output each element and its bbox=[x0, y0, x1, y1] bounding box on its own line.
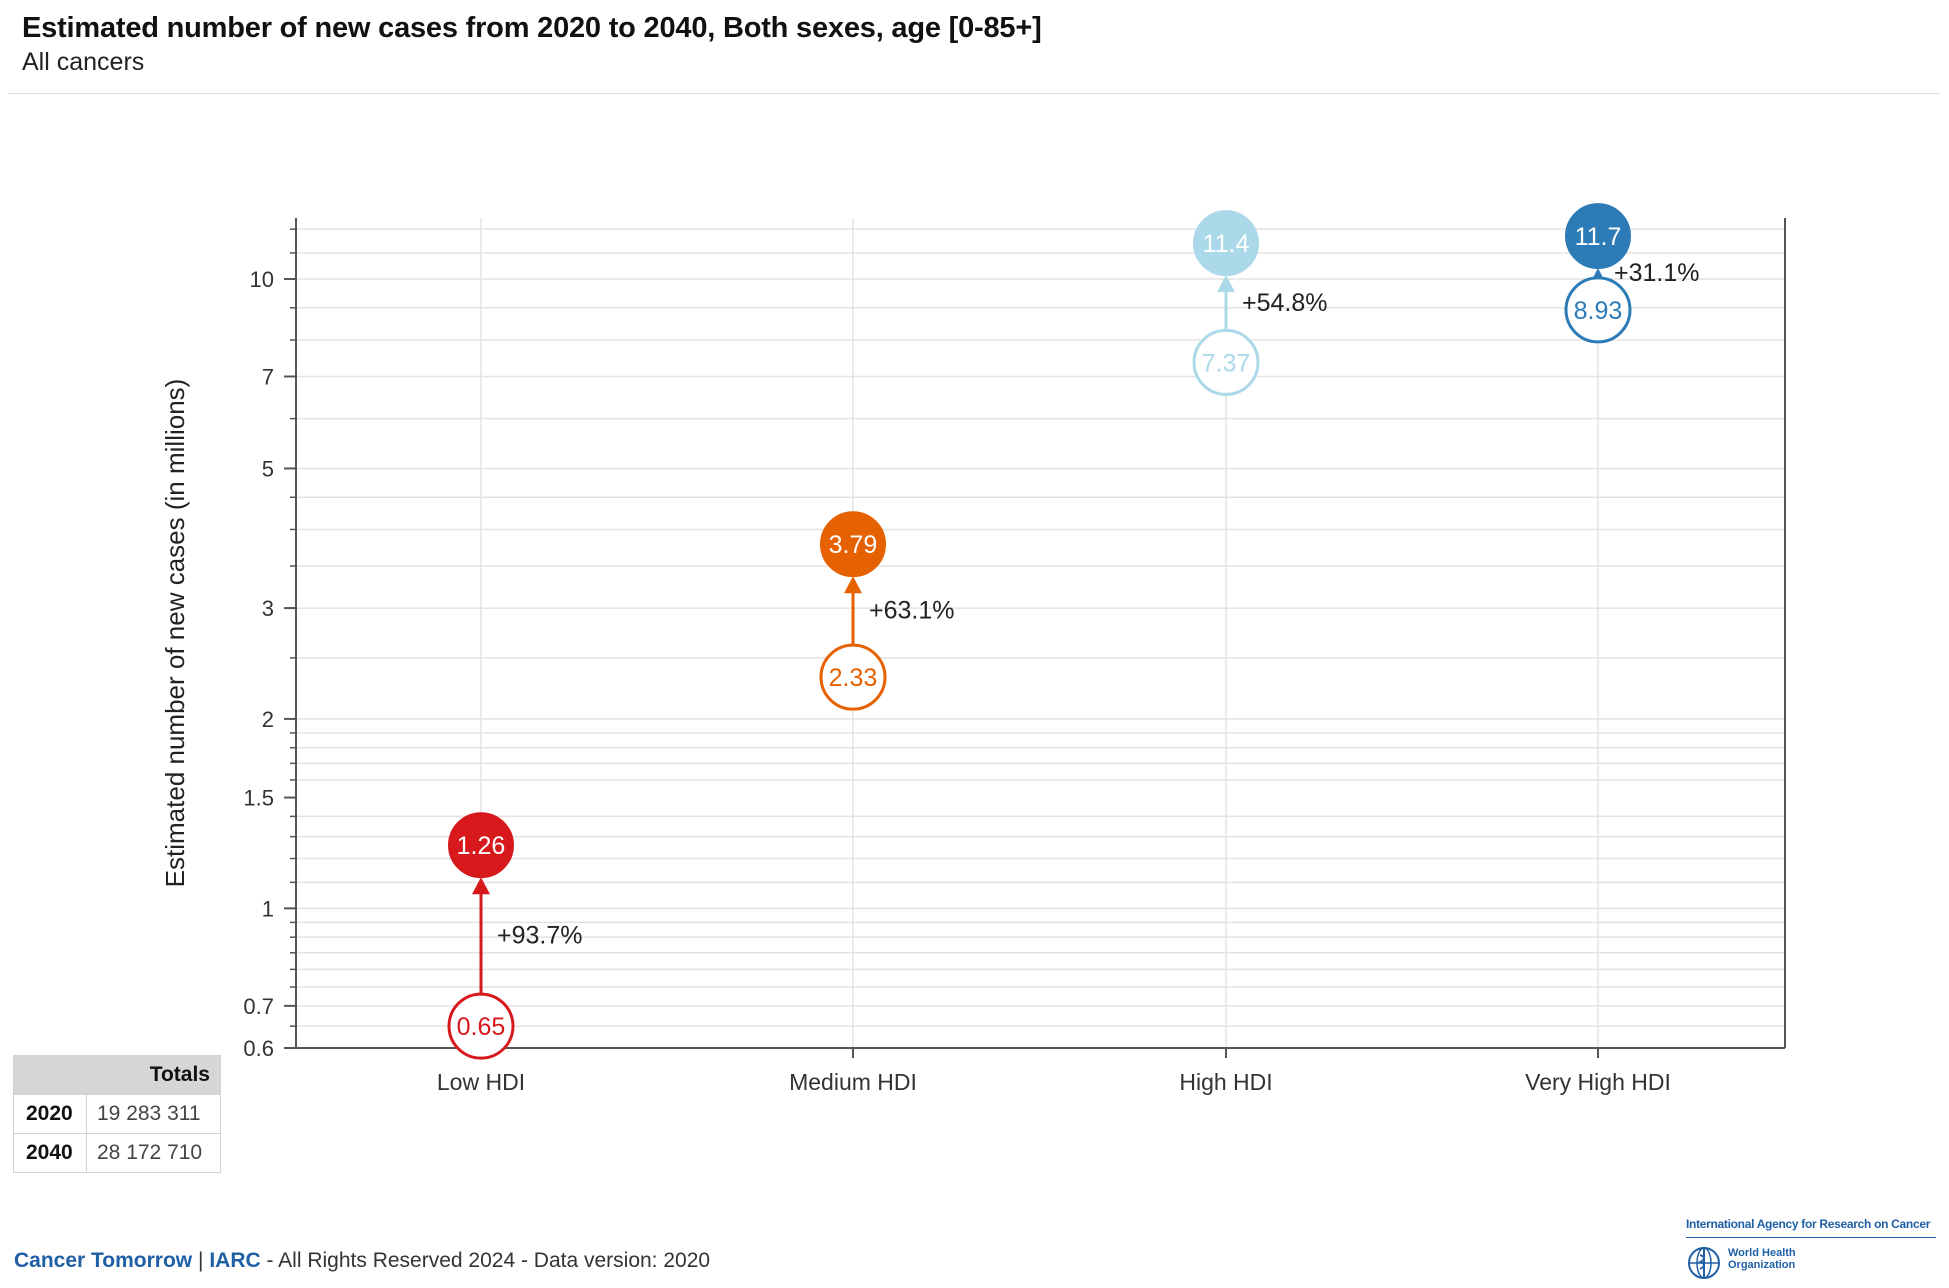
iarc-logo-text: International Agency for Research on Can… bbox=[1686, 1217, 1931, 1231]
marker-2020 bbox=[819, 643, 887, 711]
change-label: +63.1% bbox=[869, 597, 955, 625]
totals-header: Totals bbox=[13, 1055, 221, 1095]
arrow-head bbox=[844, 576, 862, 594]
totals-row: 2020 19 283 311 bbox=[13, 1094, 221, 1134]
data-label-2040: 3.79 bbox=[829, 531, 878, 559]
change-label: +54.8% bbox=[1242, 289, 1328, 317]
who-logo-line: Organization bbox=[1728, 1259, 1796, 1271]
data-label-2020: 2.33 bbox=[829, 664, 878, 692]
footer-text: - All Rights Reserved 2024 - Data versio… bbox=[266, 1249, 711, 1272]
arrow-head bbox=[472, 877, 490, 895]
chart-subtitle: All cancers bbox=[22, 48, 145, 76]
totals-value: 28 172 710 bbox=[86, 1133, 221, 1173]
y-axis-label: Estimated number of new cases (in millio… bbox=[160, 379, 190, 888]
change-label: +93.7% bbox=[497, 922, 583, 950]
y-tick-label: 7 bbox=[262, 364, 274, 389]
arrow-head bbox=[1217, 275, 1235, 293]
data-label-2020: 0.65 bbox=[457, 1013, 506, 1041]
change-label: +31.1% bbox=[1614, 259, 1700, 287]
y-tick-label: 2 bbox=[262, 707, 274, 732]
logo-divider bbox=[1686, 1237, 1936, 1238]
data-label-2040: 11.7 bbox=[1575, 223, 1622, 251]
totals-row: 2040 28 172 710 bbox=[13, 1133, 221, 1173]
data-label-2040: 1.26 bbox=[457, 832, 506, 860]
chart-title: Estimated number of new cases from 2020 … bbox=[22, 12, 1042, 44]
data-label-2020: 8.93 bbox=[1574, 297, 1623, 325]
x-tick-label: Very High HDI bbox=[1525, 1069, 1671, 1095]
totals-value: 19 283 311 bbox=[86, 1094, 221, 1134]
y-tick-label: 5 bbox=[262, 456, 274, 481]
marker-2020 bbox=[1564, 276, 1632, 344]
footer-separator: | bbox=[198, 1249, 204, 1272]
plot-area bbox=[296, 218, 1785, 1048]
totals-table: Totals 2020 19 283 311 2040 28 172 710 bbox=[13, 1055, 221, 1173]
y-tick-label: 1.5 bbox=[243, 786, 274, 811]
totals-year: 2020 bbox=[13, 1094, 87, 1134]
x-tick-label: Low HDI bbox=[437, 1069, 525, 1095]
y-tick-label: 0.7 bbox=[243, 994, 274, 1019]
who-emblem-icon bbox=[1688, 1247, 1720, 1279]
grid-lines bbox=[296, 218, 1785, 1048]
data-label-2020: 7.37 bbox=[1202, 349, 1251, 377]
x-tick-label: High HDI bbox=[1179, 1069, 1272, 1095]
marker-2040 bbox=[1565, 203, 1631, 270]
iarc-link[interactable]: IARC bbox=[209, 1249, 261, 1272]
data-label-2040: 11.4 bbox=[1203, 230, 1250, 258]
who-logo-text: World Health Organization bbox=[1728, 1247, 1828, 1271]
who-logo-line: World Health bbox=[1728, 1247, 1796, 1259]
footer: Cancer Tomorrow | IARC - All Rights Rese… bbox=[14, 1249, 710, 1273]
marker-2040 bbox=[448, 812, 514, 879]
x-tick-label: Medium HDI bbox=[789, 1069, 917, 1095]
marker-2040 bbox=[820, 511, 886, 578]
marker-2020 bbox=[447, 992, 515, 1060]
marker-2040 bbox=[1193, 210, 1259, 277]
y-tick-label: 3 bbox=[262, 596, 274, 621]
marker-2020 bbox=[1192, 328, 1260, 396]
cancer-tomorrow-link[interactable]: Cancer Tomorrow bbox=[14, 1249, 193, 1272]
y-tick-label: 1 bbox=[262, 896, 274, 921]
totals-header-row: Totals bbox=[13, 1055, 221, 1095]
totals-year: 2040 bbox=[13, 1133, 87, 1173]
chart-marks: 0.65 1.26 +93.7% 2.33 3.79 +63.1% 7.37 11.4 +54.… bbox=[447, 203, 1700, 1060]
iarc-who-logo[interactable]: International Agency for Research on Can… bbox=[1686, 1217, 1938, 1283]
header-divider bbox=[8, 93, 1940, 94]
y-tick-label: 10 bbox=[250, 267, 274, 292]
axes: 0.6 0.7 1 1.5 2 3 5 7 10 Low HDI Medium HDI High HD… bbox=[243, 218, 1786, 1095]
y-tick-label: 0.6 bbox=[243, 1036, 274, 1061]
